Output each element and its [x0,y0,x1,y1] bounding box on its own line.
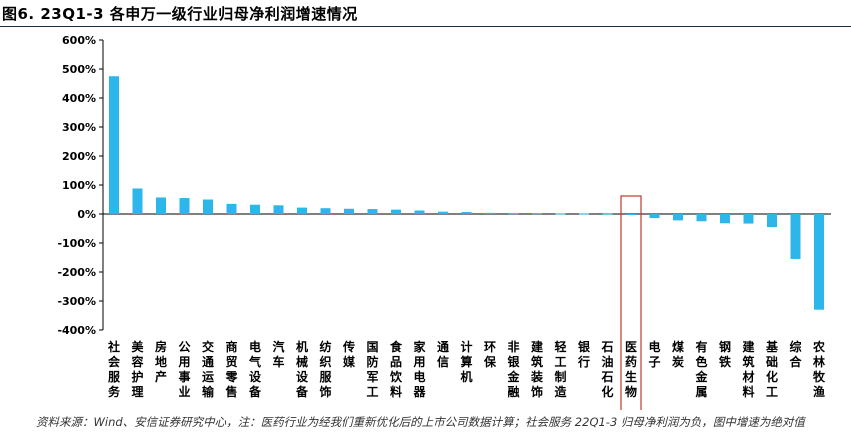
bar-2 [132,188,143,214]
bar-18 [508,213,519,215]
bar-8 [273,205,284,214]
x-tick-label: 家用电器 [412,339,426,399]
y-tick-label: -400% [57,324,96,337]
x-tick-label: 建筑装饰 [530,339,544,399]
bar-27 [720,214,730,224]
y-tick-label: 100% [62,179,96,192]
bar-3 [156,197,166,214]
x-tick-label: 国防军工 [366,340,378,399]
title-divider [0,26,851,27]
x-tick-label: 社会服务 [107,339,121,399]
bar-29 [767,214,777,228]
bar-7 [250,204,260,214]
bar-19 [532,213,542,215]
x-tick-label: 石油石化 [600,340,613,399]
x-tick-label: 基础化工 [765,339,779,399]
x-tick-label: 电气设备 [248,339,262,399]
bar-14 [414,210,425,214]
x-tick-label: 商贸零售 [224,339,238,399]
x-tick-label: 通信 [437,339,449,369]
x-tick-label: 银行 [577,339,591,369]
bars [103,76,831,410]
x-tick-label: 公用事业 [177,340,190,399]
x-tick-label: 传媒 [342,339,356,369]
x-tick-label: 美容护理 [130,339,144,399]
x-tick-label: 交通运输 [202,339,215,399]
bar-24 [649,214,660,219]
x-tick-label: 计算机 [460,339,472,384]
bar-21 [579,213,589,215]
y-tick-label: -100% [57,237,96,250]
y-tick-label: -300% [57,295,96,308]
x-axis-labels: 社会服务美容护理房地产公用事业交通运输商贸零售电气设备汽车机械设备纺织服饰传媒国… [107,339,826,399]
bar-11 [344,208,354,214]
y-tick-label: 200% [62,150,96,163]
bar-chart: 600% 500% 400% 300% 200% 100% 0% -100% -200% -300… [57,34,831,410]
bar-6 [226,203,237,214]
bar-20 [555,213,566,215]
y-tick-label: 600% [62,34,96,47]
x-tick-label: 轻工制造 [554,339,567,399]
bar-22 [602,213,613,215]
chart-title: 图6. 23Q1-3 各申万一级行业归母净利润增速情况 [2,5,358,23]
y-tick-label: 0% [77,208,96,221]
bar-16 [461,211,472,214]
x-tick-label: 房地产 [155,339,167,384]
bar-31 [814,214,824,310]
bar-9 [297,207,307,214]
bar-28 [743,214,754,224]
x-tick-label: 农林牧渔 [812,339,826,399]
x-tick-label: 电子 [648,339,660,369]
bar-26 [696,214,707,222]
bar-1 [109,76,119,214]
x-tick-label: 食品饮料 [389,339,403,399]
bar-17 [485,212,495,214]
x-tick-label: 综合 [789,339,802,369]
bar-12 [367,209,378,214]
y-tick-label: 300% [62,121,96,134]
x-tick-label: 纺织服饰 [319,339,332,399]
x-tick-label: 医药生物 [625,340,637,399]
x-tick-label: 钢铁 [719,339,731,369]
bar-25 [673,214,683,221]
x-tick-label: 有色金属 [694,339,708,399]
bar-15 [438,211,448,214]
x-tick-label: 非银金融 [506,339,520,399]
bar-30 [790,214,801,259]
x-tick-label: 汽车 [272,339,284,369]
x-tick-label: 建筑材料 [741,339,755,399]
x-tick-label: 环保 [483,340,497,369]
y-tick-label: 400% [62,92,96,105]
bar-4 [179,198,190,214]
y-tick-label: 500% [62,63,96,76]
highlight-box [620,195,642,410]
bar-10 [320,208,331,214]
source-note: 资料来源：Wind、安信证券研究中心，注：医药行业为经我们重新优化后的上市公司数… [36,415,805,429]
bar-23 [626,214,636,215]
y-tick-label: -200% [57,266,96,279]
bar-13 [391,209,401,214]
y-axis: 600% 500% 400% 300% 200% 100% 0% -100% -200% -300… [57,34,104,337]
bar-5 [203,199,213,214]
x-tick-label: 煤炭 [672,339,684,369]
x-tick-label: 机械设备 [295,339,309,399]
